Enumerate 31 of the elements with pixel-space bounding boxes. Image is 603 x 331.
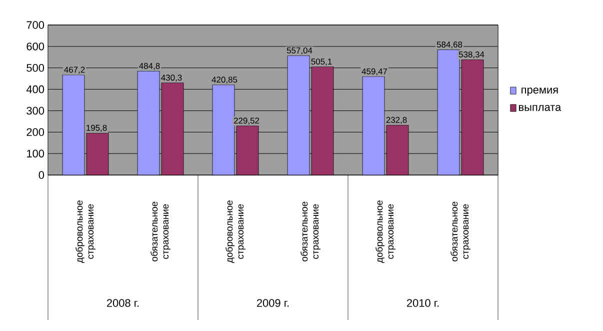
legend-label: выплата — [519, 105, 562, 112]
y-tick-label: 400 — [26, 85, 44, 94]
legend-label: премия — [522, 88, 558, 96]
text: 2009 г. — [256, 299, 289, 307]
text: 2008 г. — [106, 299, 139, 307]
data-label: 195,8 — [86, 124, 107, 132]
data-label: 420,85 — [212, 76, 238, 84]
y-tick-label: 0 — [38, 171, 44, 179]
data-label: 484,8 — [139, 62, 160, 70]
data-label: 459,47 — [362, 68, 388, 76]
y-tick-label: 600 — [26, 42, 44, 50]
y-tick-label: 100 — [27, 150, 44, 158]
y-tick-label: 700 — [26, 21, 44, 29]
x-tick-label: добровольное страхование — [376, 200, 396, 263]
text: 2010 г. — [406, 299, 439, 307]
data-label: 229,52 — [234, 118, 260, 125]
x-tick-label: добровольное страхование — [226, 200, 246, 263]
x-tick-label: обязательное страхование — [150, 202, 170, 262]
data-label: 557,04 — [286, 47, 312, 54]
data-label: 584,68 — [436, 42, 462, 49]
data-label: 538,34 — [458, 51, 484, 58]
data-label: 430,3 — [161, 74, 182, 82]
x-tick-label: обязательное страхование — [450, 202, 470, 262]
y-tick-label: 500 — [26, 64, 44, 72]
data-label: 232,8 — [386, 116, 407, 124]
x-tick-label: обязательное страхование — [300, 202, 320, 262]
data-label: 467,2 — [64, 66, 85, 74]
y-tick-label: 200 — [26, 128, 44, 136]
y-tick-label: 300 — [26, 106, 44, 115]
data-label: 505,1 — [311, 58, 332, 66]
x-tick-label: добровольное страхование — [76, 200, 96, 263]
